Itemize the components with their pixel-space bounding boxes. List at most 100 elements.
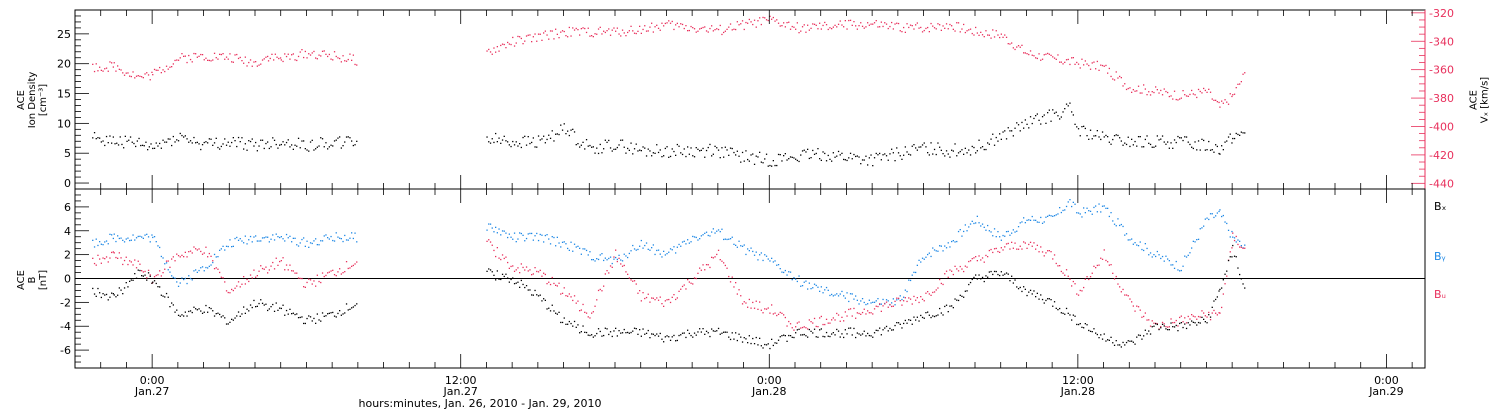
by-series-point [1196, 239, 1198, 241]
by-series-point [693, 236, 696, 238]
bx-series-point [137, 269, 139, 271]
bx-series-point [1196, 324, 1198, 326]
bx-series-point [1108, 339, 1110, 341]
bx-series-point [589, 334, 591, 337]
bx-series-point [1067, 312, 1069, 314]
by-series-point [717, 229, 720, 231]
bx-series-point [222, 315, 224, 317]
bx-series-point [896, 322, 898, 324]
by-series-point [837, 295, 840, 297]
ion-density-series-point [853, 153, 855, 156]
ion-density-series-point [736, 150, 738, 152]
bz-series-point [789, 323, 792, 325]
bx-series-point [637, 333, 639, 335]
bx-series-point [623, 328, 625, 331]
vx-series-point [203, 59, 205, 61]
vx-series-point [507, 41, 509, 44]
bz-series-point [798, 321, 800, 323]
bx-series-point [735, 332, 737, 334]
by-series-point [503, 230, 505, 232]
bz-series-point [968, 260, 970, 263]
bz-series-point [527, 270, 529, 272]
bz-series-point [285, 264, 288, 266]
ion-density-series-point [1235, 132, 1237, 135]
bx-series-point [318, 319, 320, 321]
ion-density-series-point [1129, 145, 1131, 148]
by-series-point [1028, 219, 1030, 221]
bz-series-point [1161, 321, 1164, 324]
ion-density-series-point [1146, 135, 1148, 137]
vx-series-point [1074, 63, 1076, 65]
bx-series-point [532, 294, 534, 296]
bx-series-point [1189, 324, 1191, 326]
vx-series-point [1108, 67, 1110, 70]
bx-series-point [618, 330, 620, 332]
ion-density-series-point [522, 136, 524, 139]
vx-series-point [1229, 93, 1231, 95]
ion-density-series-point [805, 151, 807, 153]
bz-series-point [733, 286, 735, 288]
by-series-point [644, 244, 646, 247]
vx-series-point [546, 34, 548, 36]
ion-density-series-point [810, 157, 812, 159]
ion-density-series-point [244, 143, 246, 145]
bz-series-point [707, 264, 709, 266]
bx-series-point [585, 331, 588, 334]
bx-series-point [904, 319, 906, 322]
ion-density-series-point [599, 143, 601, 146]
by-series-point [1089, 210, 1092, 212]
bz-series-point [630, 279, 632, 281]
by-series-point [1047, 215, 1049, 217]
bz-series-point [1229, 251, 1231, 253]
bz-series-point [885, 301, 888, 303]
bx-series-point [189, 310, 192, 312]
ion-density-series-point [212, 144, 214, 146]
left-y-tick-label: 25 [57, 28, 71, 41]
by-series-point [704, 232, 706, 234]
bz-series-point [248, 280, 250, 283]
by-series-point [676, 246, 678, 248]
by-series-point [1112, 220, 1114, 222]
bz-series-point [1007, 242, 1009, 245]
vx-series-point [563, 30, 565, 33]
vx-series-point [1139, 92, 1141, 94]
by-series-point [992, 235, 994, 237]
vx-series-point [1021, 44, 1023, 46]
ion-density-series-point [308, 150, 310, 152]
by-series-point [606, 259, 608, 261]
ion-density-series-point [1071, 111, 1073, 113]
bx-series-point [916, 316, 918, 318]
bz-series-point [118, 252, 120, 254]
by-series-point [328, 238, 330, 240]
bx-series-point [877, 329, 879, 332]
bz-series-point [536, 270, 538, 273]
by-series [92, 199, 1246, 306]
bx-series-point [891, 329, 893, 331]
bz-series-point [549, 283, 552, 286]
by-series-point [519, 232, 521, 234]
by-series-point [184, 277, 186, 280]
bz-series-point [666, 299, 668, 301]
vx-series-point [755, 26, 757, 28]
bz-series-point [188, 251, 190, 253]
vx-series-point [151, 71, 153, 73]
ion-density-series-point [551, 130, 553, 132]
bz-series-point [1112, 272, 1114, 274]
vx-series-point [774, 20, 776, 22]
ion-density-series-point [721, 147, 723, 149]
by-series-point [891, 302, 893, 304]
by-series-point [776, 264, 778, 266]
ion-density-series-point [1137, 136, 1140, 138]
vx-series-point [236, 53, 238, 56]
bx-series-point [567, 323, 569, 325]
bx-series-point [243, 306, 245, 308]
ion-density-series-point [1072, 114, 1074, 116]
bz-series-point [1105, 259, 1107, 262]
ion-density-series-point [253, 145, 255, 147]
vx-series-point [337, 57, 339, 59]
by-series-point [1007, 230, 1009, 233]
ion-density-series-point [908, 153, 910, 155]
ion-density-series-point [217, 146, 219, 149]
by-series-point [724, 238, 726, 240]
bx-series-point [115, 296, 117, 298]
